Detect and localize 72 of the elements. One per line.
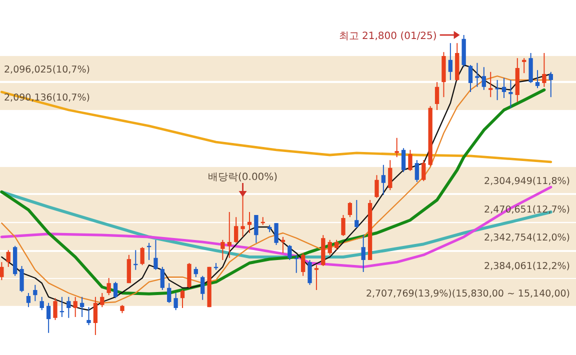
candlestick	[160, 266, 164, 290]
candlestick	[234, 216, 238, 244]
candlestick	[361, 234, 366, 272]
candlestick	[508, 80, 513, 108]
candlestick	[422, 160, 426, 182]
annotation: 최고 21,800 (01/25)	[338, 31, 437, 42]
candlestick	[126, 254, 132, 284]
candlestick	[154, 239, 158, 270]
candlestick	[308, 260, 312, 286]
candlestick	[26, 292, 31, 308]
candlestick	[200, 275, 205, 300]
candlestick	[53, 298, 58, 320]
candlestick	[314, 264, 319, 290]
candlestick	[73, 296, 78, 318]
annotation: 배당락(0.00%)	[208, 172, 278, 183]
candlestick	[401, 148, 406, 173]
candlestick	[280, 236, 286, 254]
candlestick	[66, 296, 71, 318]
candlestick	[180, 290, 185, 308]
candlestick	[388, 160, 392, 191]
candlestick	[227, 212, 232, 258]
candlestick	[528, 52, 533, 84]
candlestick	[495, 80, 500, 101]
candlestick	[288, 244, 292, 260]
candlestick	[33, 284, 38, 302]
candlestick	[488, 71, 493, 98]
candlestick	[542, 52, 546, 88]
candlestick	[414, 160, 420, 182]
candlestick	[274, 222, 278, 246]
candlestick	[300, 252, 306, 276]
candlestick	[354, 200, 359, 228]
candlestick	[6, 250, 10, 268]
candlestick	[140, 246, 144, 266]
band-label: 2,707,769(13,9%)(15,830,00 ~ 15,140,00)	[366, 288, 570, 300]
candlestick	[167, 282, 172, 304]
band-label: 2,304,949(11,8%)	[484, 176, 570, 188]
candlestick	[502, 77, 506, 98]
candlestick	[408, 149, 412, 172]
candlestick	[20, 266, 24, 293]
band-label: 2,384,061(12,2%)	[484, 260, 570, 272]
candlestick	[187, 262, 192, 288]
candlestick	[80, 296, 84, 318]
candlestick	[482, 66, 486, 90]
band-label: 2,096,025(10,7%)	[4, 64, 90, 76]
candlestick	[448, 42, 452, 80]
candlestick	[46, 302, 51, 334]
candlestick	[434, 82, 440, 110]
candlestick	[247, 212, 252, 234]
candlestick	[468, 64, 473, 92]
candlestick	[100, 292, 104, 308]
candlestick	[394, 137, 399, 158]
candlestick	[93, 296, 98, 336]
candlestick	[348, 202, 352, 218]
band-label: 2,342,754(12,0%)	[484, 232, 570, 244]
candlestick	[374, 174, 379, 198]
candlestick	[328, 239, 332, 256]
candlestick	[334, 239, 339, 251]
candlestick	[86, 306, 91, 326]
candlestick	[194, 266, 198, 278]
candlestick	[475, 62, 480, 88]
candlestick	[220, 239, 225, 260]
candlestick	[174, 292, 178, 311]
candlestick	[113, 281, 118, 299]
candlestick	[40, 296, 44, 311]
candlestick	[381, 164, 386, 196]
candlestick	[548, 71, 553, 98]
candlestick	[254, 214, 258, 244]
candlestick	[341, 214, 346, 236]
candlestick	[106, 278, 111, 296]
candlestick	[0, 262, 4, 281]
candlestick	[535, 70, 540, 89]
candlestick	[522, 58, 526, 74]
